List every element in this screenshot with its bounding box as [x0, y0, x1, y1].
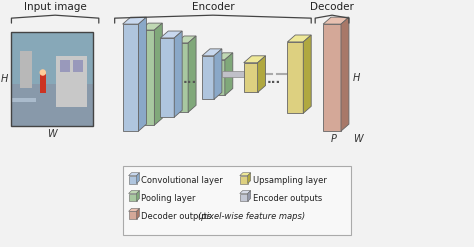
Polygon shape: [215, 60, 225, 95]
Bar: [40, 74, 46, 93]
Bar: [73, 60, 83, 72]
Text: W: W: [47, 129, 57, 139]
Polygon shape: [137, 190, 139, 201]
Polygon shape: [214, 49, 222, 99]
Text: H: H: [353, 73, 360, 82]
Polygon shape: [128, 193, 137, 201]
Text: Input image: Input image: [24, 2, 86, 12]
Text: Decoder outputs: Decoder outputs: [141, 212, 214, 221]
Text: W: W: [353, 134, 363, 144]
Polygon shape: [128, 176, 137, 184]
Text: H: H: [1, 74, 9, 84]
Polygon shape: [140, 30, 155, 125]
Polygon shape: [160, 31, 182, 38]
Polygon shape: [323, 24, 341, 131]
Text: Encoder: Encoder: [191, 2, 234, 12]
Polygon shape: [140, 23, 162, 30]
Bar: [11, 32, 93, 84]
Polygon shape: [128, 190, 139, 193]
Polygon shape: [240, 193, 248, 201]
Polygon shape: [244, 63, 257, 92]
Circle shape: [39, 69, 46, 76]
Polygon shape: [287, 35, 311, 42]
Bar: [19, 51, 32, 88]
Polygon shape: [202, 49, 222, 56]
Polygon shape: [137, 208, 139, 219]
Polygon shape: [176, 43, 188, 112]
Polygon shape: [155, 23, 162, 125]
Polygon shape: [123, 17, 146, 24]
Polygon shape: [240, 176, 248, 184]
Text: ...: ...: [183, 73, 197, 86]
Polygon shape: [188, 36, 196, 112]
Polygon shape: [138, 17, 146, 131]
Polygon shape: [303, 35, 311, 113]
Polygon shape: [257, 56, 265, 92]
Polygon shape: [128, 211, 137, 219]
Polygon shape: [128, 173, 139, 176]
Polygon shape: [341, 17, 349, 131]
Polygon shape: [128, 208, 139, 211]
Polygon shape: [137, 173, 139, 184]
Text: Pooling layer: Pooling layer: [141, 194, 196, 203]
Polygon shape: [244, 56, 265, 63]
Polygon shape: [248, 173, 251, 184]
Polygon shape: [202, 56, 214, 99]
Bar: [60, 60, 70, 72]
Text: Decoder: Decoder: [310, 2, 354, 12]
Bar: [222, 71, 244, 77]
Bar: [11, 32, 93, 126]
Text: ...: ...: [266, 73, 281, 86]
Bar: [56, 56, 87, 107]
Text: Upsampling layer: Upsampling layer: [253, 176, 327, 185]
Polygon shape: [123, 24, 138, 131]
Bar: [11, 98, 36, 102]
Bar: [11, 84, 93, 126]
Polygon shape: [225, 53, 233, 95]
Polygon shape: [240, 190, 251, 193]
Polygon shape: [160, 38, 174, 117]
Text: P: P: [331, 134, 337, 144]
Polygon shape: [323, 17, 349, 24]
Polygon shape: [240, 173, 251, 176]
Text: Encoder outputs: Encoder outputs: [253, 194, 322, 203]
Bar: [123, 166, 351, 235]
Polygon shape: [248, 190, 251, 201]
Text: Convolutional layer: Convolutional layer: [141, 176, 223, 185]
Polygon shape: [215, 53, 233, 60]
Polygon shape: [174, 31, 182, 117]
Polygon shape: [176, 36, 196, 43]
Polygon shape: [287, 42, 303, 113]
Text: (pixel-wise feature maps): (pixel-wise feature maps): [198, 212, 305, 221]
